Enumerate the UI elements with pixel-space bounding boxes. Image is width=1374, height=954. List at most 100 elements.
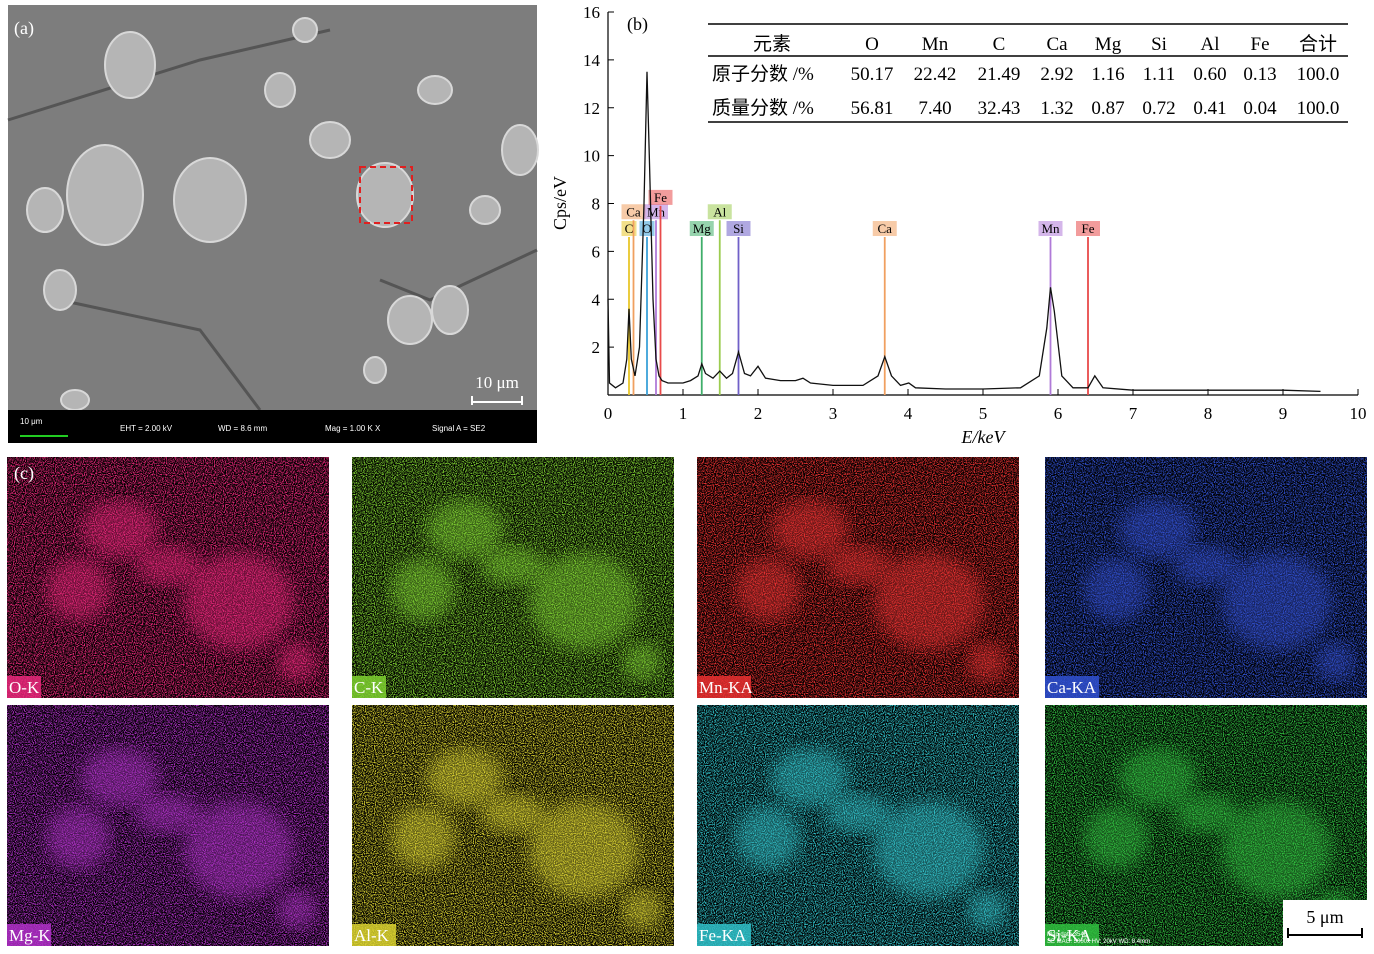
map-label: Fe-KA xyxy=(699,926,747,945)
table-cell: 原子分数 /% xyxy=(712,63,814,85)
table-cell: 1.32 xyxy=(1040,98,1073,119)
map-info: SE MAG: 5000x HV: 20kV WD: 8.4mm xyxy=(1047,939,1150,945)
table-cell: 1.11 xyxy=(1143,64,1176,85)
table-header: Mn xyxy=(922,34,949,55)
y-tick-label: 16 xyxy=(583,3,600,22)
map-noise xyxy=(697,705,1019,946)
y-axis-label: Cps/eV xyxy=(550,176,570,230)
table-cell: 0.41 xyxy=(1193,98,1226,119)
table-cell: 50.17 xyxy=(851,64,894,85)
map-noise xyxy=(7,705,329,946)
table-cell: 100.0 xyxy=(1297,98,1340,119)
element-tag-label: Si xyxy=(733,221,744,236)
table-cell: 0.60 xyxy=(1193,64,1226,85)
map-label: Mg-K xyxy=(9,926,51,945)
scale-bar-label: 10 μm xyxy=(475,373,519,392)
table-header: 合计 xyxy=(1299,33,1337,55)
y-tick-label: 2 xyxy=(592,338,601,357)
table-header: Al xyxy=(1201,34,1220,55)
spectrum-line xyxy=(607,71,1321,393)
table-cell: 22.42 xyxy=(914,64,957,85)
element-tag-label: Mn xyxy=(647,204,666,219)
info-signal: Signal A = SE2 xyxy=(432,424,486,433)
map-label: Mn-KA xyxy=(699,678,754,697)
map-noise xyxy=(1045,457,1367,698)
table-cell: 1.16 xyxy=(1091,64,1124,85)
table-header: 元素 xyxy=(753,33,791,55)
scale-bar-bg xyxy=(1283,900,1367,946)
map-tag xyxy=(352,924,396,946)
element-tag xyxy=(707,204,732,220)
map-tag xyxy=(7,924,51,946)
table-cell: 100.0 xyxy=(1297,64,1340,85)
table-cell: 0.13 xyxy=(1243,64,1276,85)
element-tag xyxy=(648,189,673,205)
y-tick-label: 6 xyxy=(592,242,601,261)
map-tag xyxy=(352,676,386,698)
element-tag-label: C xyxy=(625,221,634,236)
x-tick-label: 2 xyxy=(754,404,763,423)
x-tick-label: 7 xyxy=(1129,404,1138,423)
map-label: Si-KA xyxy=(1047,926,1092,945)
x-tick-label: 9 xyxy=(1279,404,1288,423)
table-cell: 0.04 xyxy=(1243,98,1277,119)
table-cell: 32.43 xyxy=(978,98,1021,119)
info-mag: Mag = 1.00 K X xyxy=(325,424,381,433)
map-noise xyxy=(697,457,1019,698)
element-tag xyxy=(872,221,897,237)
x-tick-label: 8 xyxy=(1204,404,1213,423)
x-tick-label: 10 xyxy=(1350,404,1367,423)
table-cell: 0.87 xyxy=(1091,98,1124,119)
y-tick-label: 10 xyxy=(583,147,600,166)
y-tick-label: 8 xyxy=(592,195,601,214)
map-noise xyxy=(352,457,674,698)
table-cell: 质量分数 /% xyxy=(712,97,814,119)
x-tick-label: 1 xyxy=(679,404,688,423)
info-scale: 10 μm xyxy=(20,417,43,426)
table-cell: 0.72 xyxy=(1142,98,1175,119)
map-info: Map data 3546 xyxy=(1047,932,1088,938)
table-cell: 7.40 xyxy=(918,98,951,119)
table-cell: 56.81 xyxy=(851,98,894,119)
map-label: O-K xyxy=(9,678,40,697)
x-tick-label: 5 xyxy=(979,404,988,423)
table-header: O xyxy=(865,34,879,55)
x-tick-label: 4 xyxy=(904,404,913,423)
table-header: Ca xyxy=(1046,34,1068,55)
table-header: Fe xyxy=(1251,34,1270,55)
element-tag xyxy=(1076,221,1100,237)
table-header: Mg xyxy=(1095,34,1122,55)
element-tag xyxy=(726,221,751,237)
y-tick-label: 12 xyxy=(583,99,600,118)
table-header: Si xyxy=(1151,34,1167,55)
info-wd: WD = 8.6 mm xyxy=(218,424,267,433)
x-axis-label: E/keV xyxy=(961,427,1007,447)
panel-label: (a) xyxy=(14,18,34,39)
element-tag xyxy=(689,221,714,237)
info-eht: EHT = 2.00 kV xyxy=(120,424,173,433)
map-tag xyxy=(697,676,751,698)
table-bg xyxy=(708,22,1348,122)
table-cell: 2.92 xyxy=(1040,64,1073,85)
panel-label: (b) xyxy=(627,14,648,35)
x-tick-label: 6 xyxy=(1054,404,1063,423)
x-tick-label: 0 xyxy=(604,404,613,423)
x-tick-label: 3 xyxy=(829,404,838,423)
element-tag-label: Ca xyxy=(878,221,893,236)
table-header: C xyxy=(993,34,1006,55)
map-label: Al-K xyxy=(354,926,390,945)
element-tag-label: Mn xyxy=(1041,221,1060,236)
element-tag-label: Al xyxy=(713,204,726,219)
element-maps: O-K C-K Mn-KA Ca-KA Mg-K Al-K Fe-KA Si-KA (c) Map… xyxy=(7,457,1367,946)
map-noise xyxy=(352,705,674,946)
y-tick-label: 4 xyxy=(592,290,601,309)
map-label: C-K xyxy=(354,678,384,697)
sem-image xyxy=(7,5,539,443)
element-tag-label: Fe xyxy=(1082,221,1095,236)
map-tag xyxy=(7,676,41,698)
panel-label: (c) xyxy=(14,463,34,484)
map-tag xyxy=(1045,924,1099,946)
element-tag-label: Ca xyxy=(626,204,641,219)
